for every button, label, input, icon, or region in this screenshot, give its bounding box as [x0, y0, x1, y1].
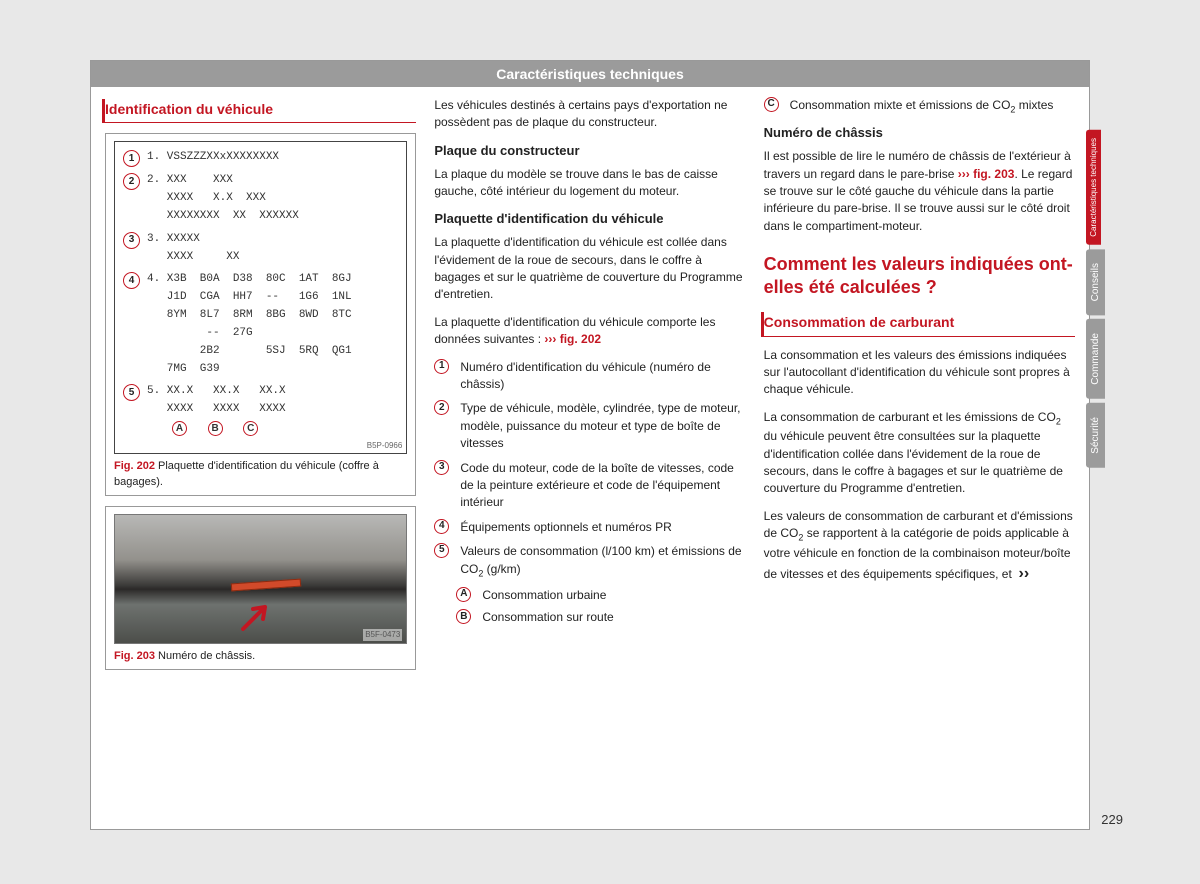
list-item: BConsommation sur route: [456, 609, 745, 626]
marker-2: 2: [123, 173, 140, 190]
header-title: Caractéristiques techniques: [496, 66, 684, 82]
identification-plate-diagram: 11. VSSZZZXXxXXXXXXXX 22. XXX XXX XXXX X…: [114, 141, 407, 453]
page-content: Identification du véhicule 11. VSSZZZXXx…: [91, 87, 1089, 690]
list-item: 1Numéro d'identification du véhicule (nu…: [434, 359, 745, 394]
item-marker: 1: [434, 359, 449, 374]
id-plate-p2: La plaquette d'identification du véhicul…: [434, 314, 745, 349]
tab-conseils[interactable]: Conseils: [1086, 249, 1105, 315]
column-middle: Les véhicules destinés à certains pays d…: [434, 97, 745, 680]
page-header-bar: Caractéristiques techniques: [91, 61, 1089, 87]
page-number: 229: [1101, 812, 1123, 827]
tab-securite[interactable]: Sécurité: [1086, 403, 1105, 468]
chassis-number-photo: B5F-0473: [114, 514, 407, 644]
letter-marker-b: B: [208, 421, 223, 436]
list-item: 2Type de véhicule, modèle, cylindrée, ty…: [434, 400, 745, 452]
side-tabs: Caractéristiques techniques Conseils Com…: [1086, 130, 1112, 471]
vin-strip: [231, 579, 301, 592]
list-item: 5Valeurs de consommation (l/100 km) et é…: [434, 543, 745, 580]
marker-4: 4: [123, 272, 140, 289]
marker-3: 3: [123, 232, 140, 249]
consumption-sublist-continued: CConsommation mixte et émissions de CO2 …: [764, 97, 1075, 116]
subhead-chassis-number: Numéro de châssis: [764, 124, 1075, 143]
chassis-number-text: Il est possible de lire le numéro de châ…: [764, 148, 1075, 235]
export-note: Les véhicules destinés à certains pays d…: [434, 97, 745, 132]
list-item: 4Équipements optionnels et numéros PR: [434, 519, 745, 536]
marker-1: 1: [123, 150, 140, 167]
figure-202-box: 11. VSSZZZXXxXXXXXXXX 22. XXX XXX XXXX X…: [105, 133, 416, 495]
item-marker: 3: [434, 460, 449, 475]
marker-5: 5: [123, 384, 140, 401]
section-title-consumption: Consommation de carburant: [764, 312, 1075, 336]
pointer-arrow-icon: [237, 599, 277, 633]
subhead-id-plate: Plaquette d'identification du véhicule: [434, 210, 745, 229]
letter-marker-c: C: [243, 421, 258, 436]
list-item: CConsommation mixte et émissions de CO2 …: [764, 97, 1075, 116]
consumption-p3: Les valeurs de consommation de carburant…: [764, 508, 1075, 585]
xref-fig-203[interactable]: ››› fig. 203: [958, 167, 1015, 181]
item-marker: 2: [434, 400, 449, 415]
list-item: AConsommation urbaine: [456, 587, 745, 604]
letter-marker-a: A: [172, 421, 187, 436]
tab-caracteristiques[interactable]: Caractéristiques techniques: [1086, 130, 1101, 245]
data-items-list: 1Numéro d'identification du véhicule (nu…: [434, 359, 745, 580]
letter-marker: B: [456, 609, 471, 624]
consumption-p1: La consommation et les valeurs des émiss…: [764, 347, 1075, 399]
figure-203-box: B5F-0473 Fig. 203 Numéro de châssis.: [105, 506, 416, 670]
letter-markers-row: A B C: [147, 421, 396, 437]
item-marker: 5: [434, 543, 449, 558]
letter-marker: A: [456, 587, 471, 602]
column-right: CConsommation mixte et émissions de CO2 …: [764, 97, 1075, 680]
id-plate-p1: La plaquette d'identification du véhicul…: [434, 234, 745, 304]
manual-page: Caractéristiques techniques Identificati…: [90, 60, 1090, 830]
figure-202-ref: B5P-0966: [367, 441, 403, 452]
column-left: Identification du véhicule 11. VSSZZZXXx…: [105, 97, 416, 680]
list-item: 3Code du moteur, code de la boîte de vit…: [434, 460, 745, 512]
xref-fig-202[interactable]: ››› fig. 202: [544, 332, 601, 346]
continue-icon: ››: [1018, 565, 1029, 582]
manufacturer-plate-text: La plaque du modèle se trouve dans le ba…: [434, 166, 745, 201]
letter-marker: C: [764, 97, 779, 112]
section-title-identification: Identification du véhicule: [105, 99, 416, 123]
figure-202-caption: Fig. 202 Plaquette d'identification du v…: [114, 459, 407, 491]
consumption-p2: La consommation de carburant et les émis…: [764, 409, 1075, 498]
subhead-manufacturer-plate: Plaque du constructeur: [434, 142, 745, 161]
consumption-sublist: AConsommation urbaine BConsommation sur …: [434, 587, 745, 627]
figure-203-caption: Fig. 203 Numéro de châssis.: [114, 649, 407, 665]
tab-commande[interactable]: Commande: [1086, 319, 1105, 399]
item-marker: 4: [434, 519, 449, 534]
main-heading-values: Comment les valeurs indiquées ont-elles …: [764, 253, 1075, 298]
figure-203-ref: B5F-0473: [363, 629, 402, 641]
